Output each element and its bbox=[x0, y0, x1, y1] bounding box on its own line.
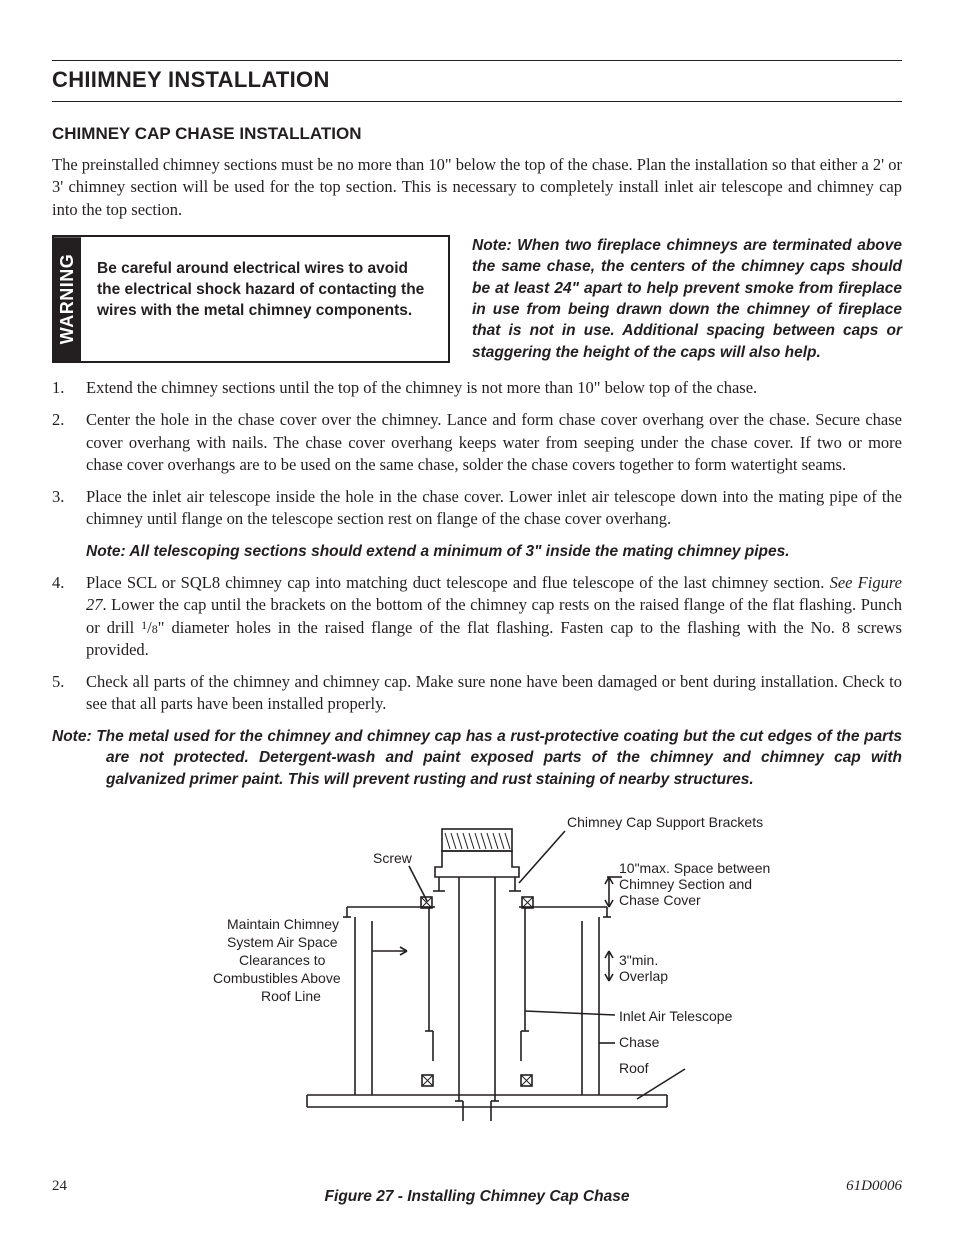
lbl-left-5: Roof Line bbox=[261, 988, 321, 1004]
rule-bottom bbox=[52, 101, 902, 102]
figure-27: Chimney Cap Support Brackets Screw Maint… bbox=[52, 811, 902, 1206]
lbl-dim10-2: Chimney Section and bbox=[619, 876, 752, 892]
warning-body: Be careful around electrical wires to av… bbox=[81, 237, 448, 361]
lbl-chase: Chase bbox=[619, 1034, 660, 1050]
page-footer: 24 61D0006 bbox=[52, 1178, 902, 1195]
section-subheading: CHIMNEY CAP CHASE INSTALLATION bbox=[52, 124, 902, 144]
warning-and-note-row: WARNING Be careful around electrical wir… bbox=[52, 235, 902, 363]
lbl-roof: Roof bbox=[619, 1060, 649, 1076]
lbl-left-4: Combustibles Above bbox=[213, 970, 341, 986]
steps-list-b: Place SCL or SQL8 chimney cap into match… bbox=[52, 572, 902, 716]
step-3: Place the inlet air telescope inside the… bbox=[52, 486, 902, 531]
figure-svg: Chimney Cap Support Brackets Screw Maint… bbox=[167, 811, 787, 1171]
doc-id: 61D0006 bbox=[846, 1178, 902, 1195]
lbl-overlap-2: Overlap bbox=[619, 968, 668, 984]
lbl-screw: Screw bbox=[373, 850, 413, 866]
lbl-dim10-1: 10"max. Space between bbox=[619, 860, 770, 876]
warning-tag: WARNING bbox=[54, 237, 81, 361]
lbl-inlet: Inlet Air Telescope bbox=[619, 1008, 733, 1024]
step4-text-c: " diameter holes in the raised flange of… bbox=[86, 618, 902, 659]
step-5: Check all parts of the chimney and chimn… bbox=[52, 671, 902, 716]
page-number: 24 bbox=[52, 1178, 67, 1195]
inline-note: Note: All telescoping sections should ex… bbox=[52, 541, 902, 562]
lbl-overlap-1: 3"min. bbox=[619, 952, 658, 968]
rule-top bbox=[52, 60, 902, 61]
warning-box: WARNING Be careful around electrical wir… bbox=[52, 235, 450, 363]
side-note: Note: When two fireplace chimneys are te… bbox=[472, 235, 902, 363]
lbl-dim10-3: Chase Cover bbox=[619, 892, 701, 908]
lbl-left-3: Clearances to bbox=[239, 952, 326, 968]
page-heading: CHIIMNEY INSTALLATION bbox=[52, 67, 902, 93]
step-2: Center the hole in the chase cover over … bbox=[52, 409, 902, 476]
step4-text-a: Place SCL or SQL8 chimney cap into match… bbox=[86, 573, 830, 592]
steps-list-a: Extend the chimney sections until the to… bbox=[52, 377, 902, 531]
block-note: Note: The metal used for the chimney and… bbox=[52, 726, 902, 791]
step-4: Place SCL or SQL8 chimney cap into match… bbox=[52, 572, 902, 661]
step-1: Extend the chimney sections until the to… bbox=[52, 377, 902, 399]
lbl-left-1: Maintain Chimney bbox=[227, 916, 339, 932]
lbl-brackets: Chimney Cap Support Brackets bbox=[567, 814, 763, 830]
lbl-left-2: System Air Space bbox=[227, 934, 338, 950]
intro-paragraph: The preinstalled chimney sections must b… bbox=[52, 154, 902, 221]
